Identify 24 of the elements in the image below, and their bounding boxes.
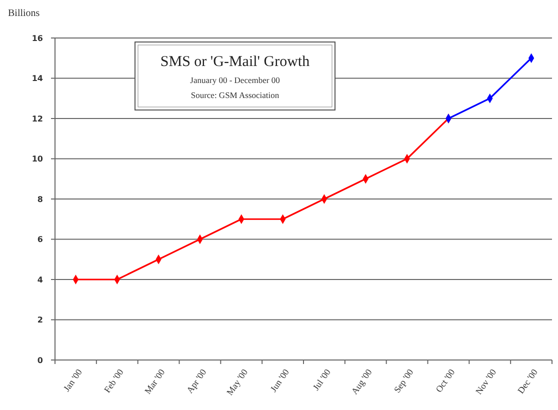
x-tick-label: Nov '00 — [474, 366, 498, 396]
x-tick-label: Mar '00 — [142, 366, 168, 396]
x-tick-label: Apr '00 — [184, 366, 208, 395]
text: January 00 - December 00 — [190, 75, 280, 85]
y-tick-label: 14 — [32, 74, 44, 84]
y-tick-label: 4 — [37, 275, 44, 284]
text: SMS or 'G-Mail' Growth — [160, 54, 310, 70]
y-tick-label: 10 — [32, 154, 44, 164]
y-tick-label: 6 — [37, 235, 44, 244]
y-tick-label: 16 — [32, 34, 44, 43]
x-tick-label: Oct '00 — [434, 366, 457, 394]
x-tick-label: Feb '00 — [102, 366, 126, 395]
y-axis-title: Billions — [8, 8, 40, 19]
y-tick-label: 2 — [37, 316, 43, 325]
annotation: Source: GSM Association — [190, 90, 280, 100]
x-tick-label: Sep '00 — [392, 366, 416, 395]
y-tick-label: 8 — [37, 194, 44, 204]
x-tick-label: Aug '00 — [349, 366, 374, 396]
x-tick-label: Jan '00 — [61, 366, 84, 394]
x-tick-label: Dec '00 — [516, 366, 540, 396]
y-tick-label: 0 — [37, 356, 44, 365]
x-tick-label: Jul '00 — [310, 366, 333, 392]
x-tick-label: Jun '00 — [268, 366, 292, 394]
y-tick-label: 12 — [32, 114, 43, 124]
